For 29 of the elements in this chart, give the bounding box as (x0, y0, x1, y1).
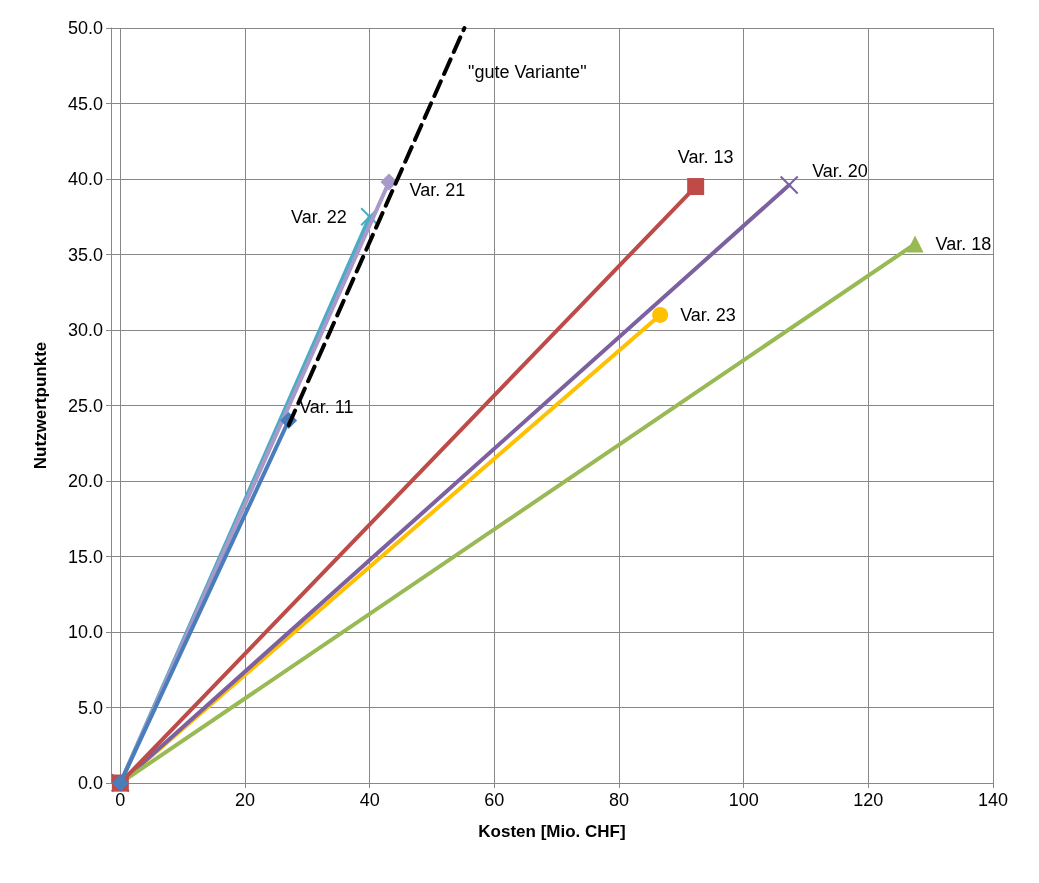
y-tick-label: 5.0 (77, 697, 103, 718)
series-label: Var. 23 (680, 304, 736, 325)
y-tick-label: 25.0 (67, 395, 103, 416)
y-tick-label: 35.0 (67, 244, 103, 265)
x-tick-label: 40 (359, 790, 380, 810)
y-tick-label: 45.0 (67, 93, 103, 114)
series-label: Var. 13 (677, 147, 734, 168)
x-tick-label: 140 (977, 790, 1009, 810)
x-tick-label: 80 (608, 790, 630, 810)
annotation: "gute Variante" (468, 62, 587, 82)
x-tick-label: 60 (484, 790, 505, 810)
x-tick-label: 120 (853, 790, 884, 810)
y-tick-label: 10.0 (67, 622, 103, 642)
series-label: Var. 21 (409, 180, 466, 201)
y-tick-label: 20.0 (67, 471, 103, 491)
x-tick-label: 100 (728, 790, 759, 810)
series-label: Var. 11 (299, 396, 354, 417)
y-tick-label: 15.0 (67, 546, 103, 567)
y-tick-label: 0.0 (77, 773, 103, 793)
series-label: Var. 20 (812, 161, 868, 182)
x-tick-label: 0 (115, 790, 126, 810)
y-tick-label: 40.0 (67, 169, 103, 189)
y-tick-label: 50.0 (67, 18, 103, 38)
series-label: Var. 22 (290, 206, 347, 227)
x-tick-label: 20 (235, 790, 256, 810)
y-axis-title: Nutzwertpunkte (31, 341, 50, 470)
series-label: Var. 18 (935, 233, 992, 254)
x-axis-title: Kosten [Mio. CHF] (478, 822, 626, 841)
y-tick-label: 30.0 (67, 320, 103, 340)
